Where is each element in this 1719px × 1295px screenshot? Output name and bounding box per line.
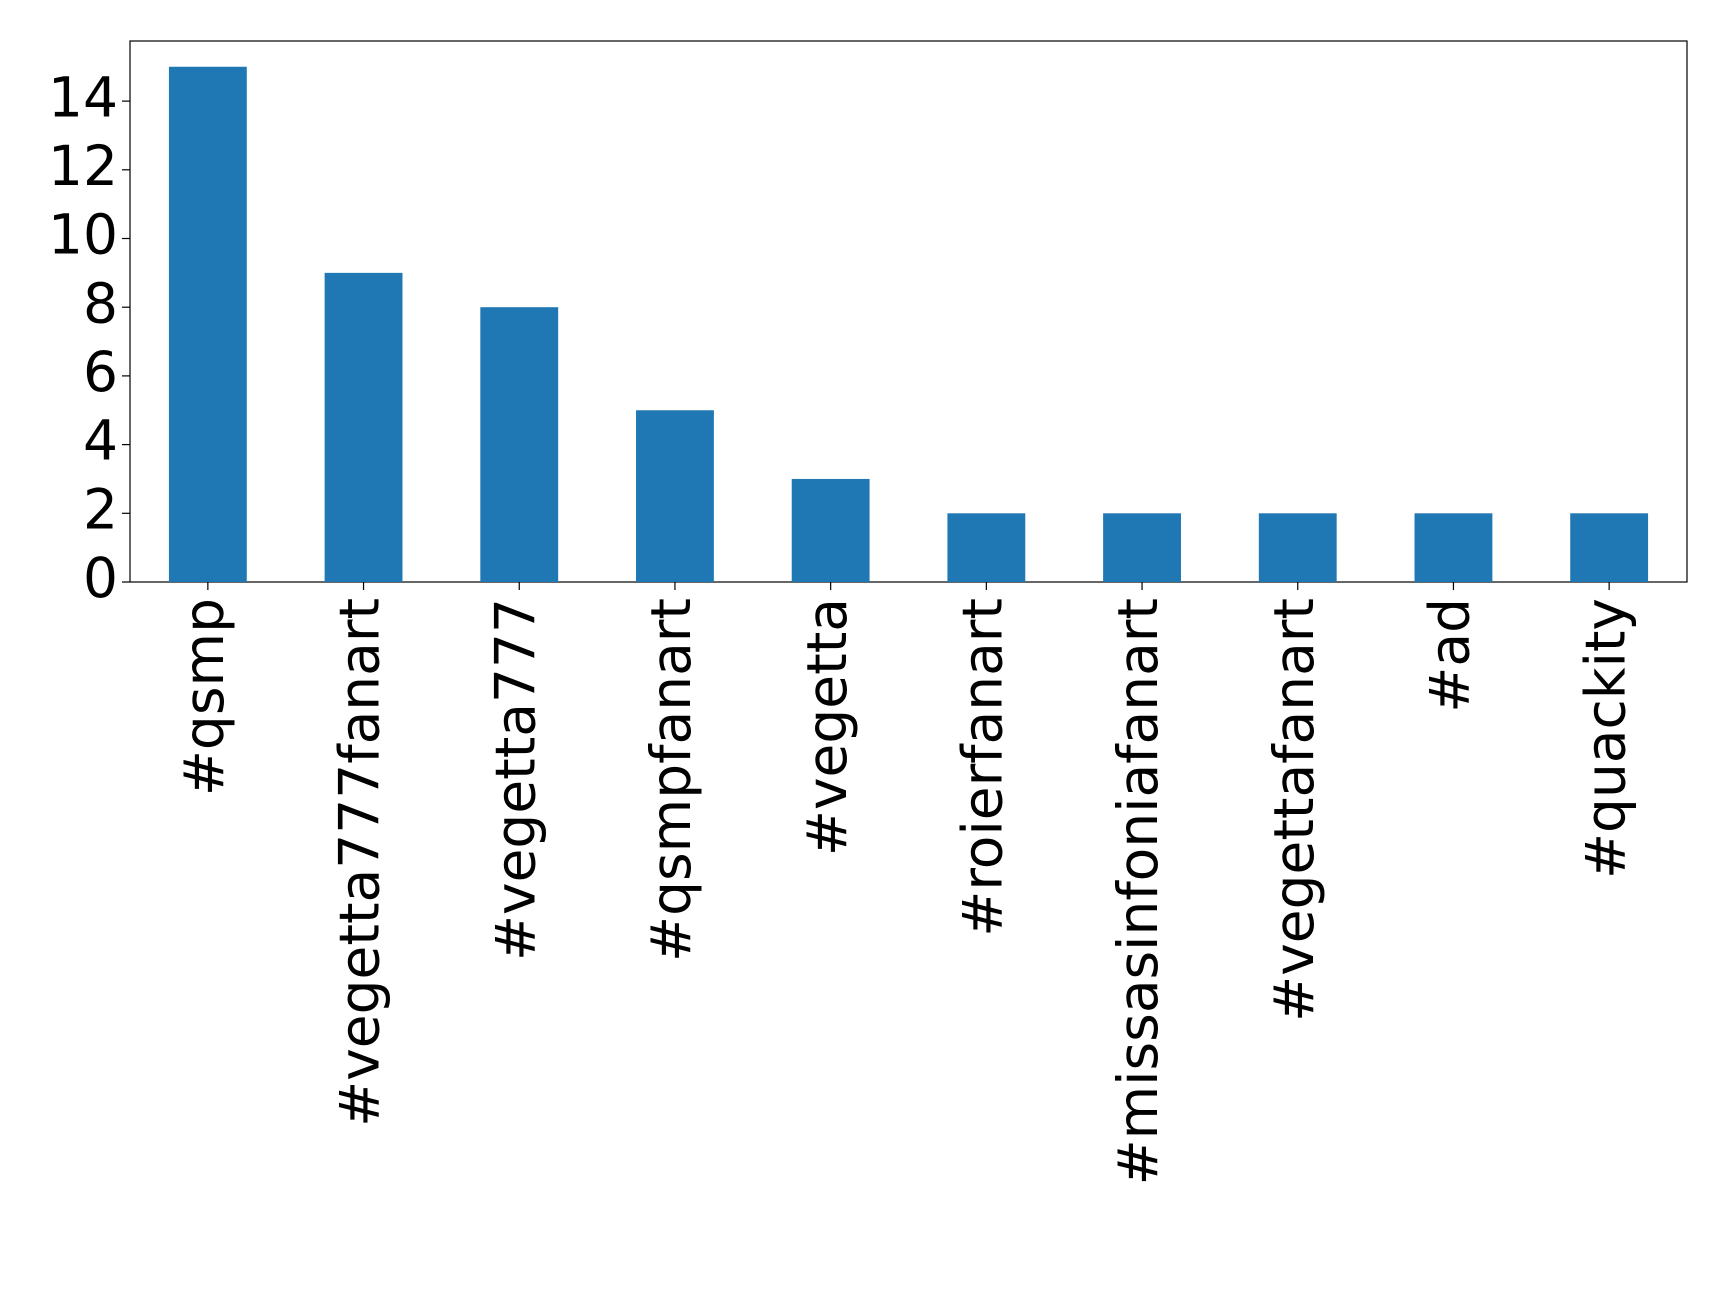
x-tick-label: #vegetta777 <box>483 598 547 961</box>
axes-frame <box>129 40 1688 583</box>
x-tick-label: #vegetta777fanart <box>328 598 392 1127</box>
x-tick-label: #quackity <box>1573 598 1637 879</box>
y-tick-label: 4 <box>83 409 118 473</box>
bar <box>636 410 714 582</box>
y-tick-label: 10 <box>48 203 118 267</box>
bar <box>791 478 870 582</box>
bar <box>168 66 247 582</box>
y-tick-label: 2 <box>83 477 118 541</box>
bar <box>947 513 1026 582</box>
bar <box>480 307 559 582</box>
x-tick-label: #vegettafanart <box>1262 598 1326 1022</box>
y-tick-label: 6 <box>83 340 118 404</box>
bar <box>1414 513 1493 582</box>
x-tick-label: #roierfanart <box>950 598 1014 937</box>
y-tick-label: 0 <box>83 546 118 610</box>
x-tick-label: #qsmp <box>172 598 236 796</box>
x-tick-label: #vegetta <box>795 598 859 856</box>
bar <box>1103 513 1181 582</box>
y-tick-label: 14 <box>48 65 118 129</box>
y-tick-label: 8 <box>83 271 118 335</box>
y-tick-label: 12 <box>48 134 118 198</box>
x-tick-label: #qsmpfanart <box>639 598 703 962</box>
bar <box>1570 513 1649 582</box>
x-tick-label: #ad <box>1418 598 1482 713</box>
x-tick-label: #missasinfoniafanart <box>1106 598 1170 1185</box>
bar <box>1258 513 1337 582</box>
bar <box>324 272 403 582</box>
